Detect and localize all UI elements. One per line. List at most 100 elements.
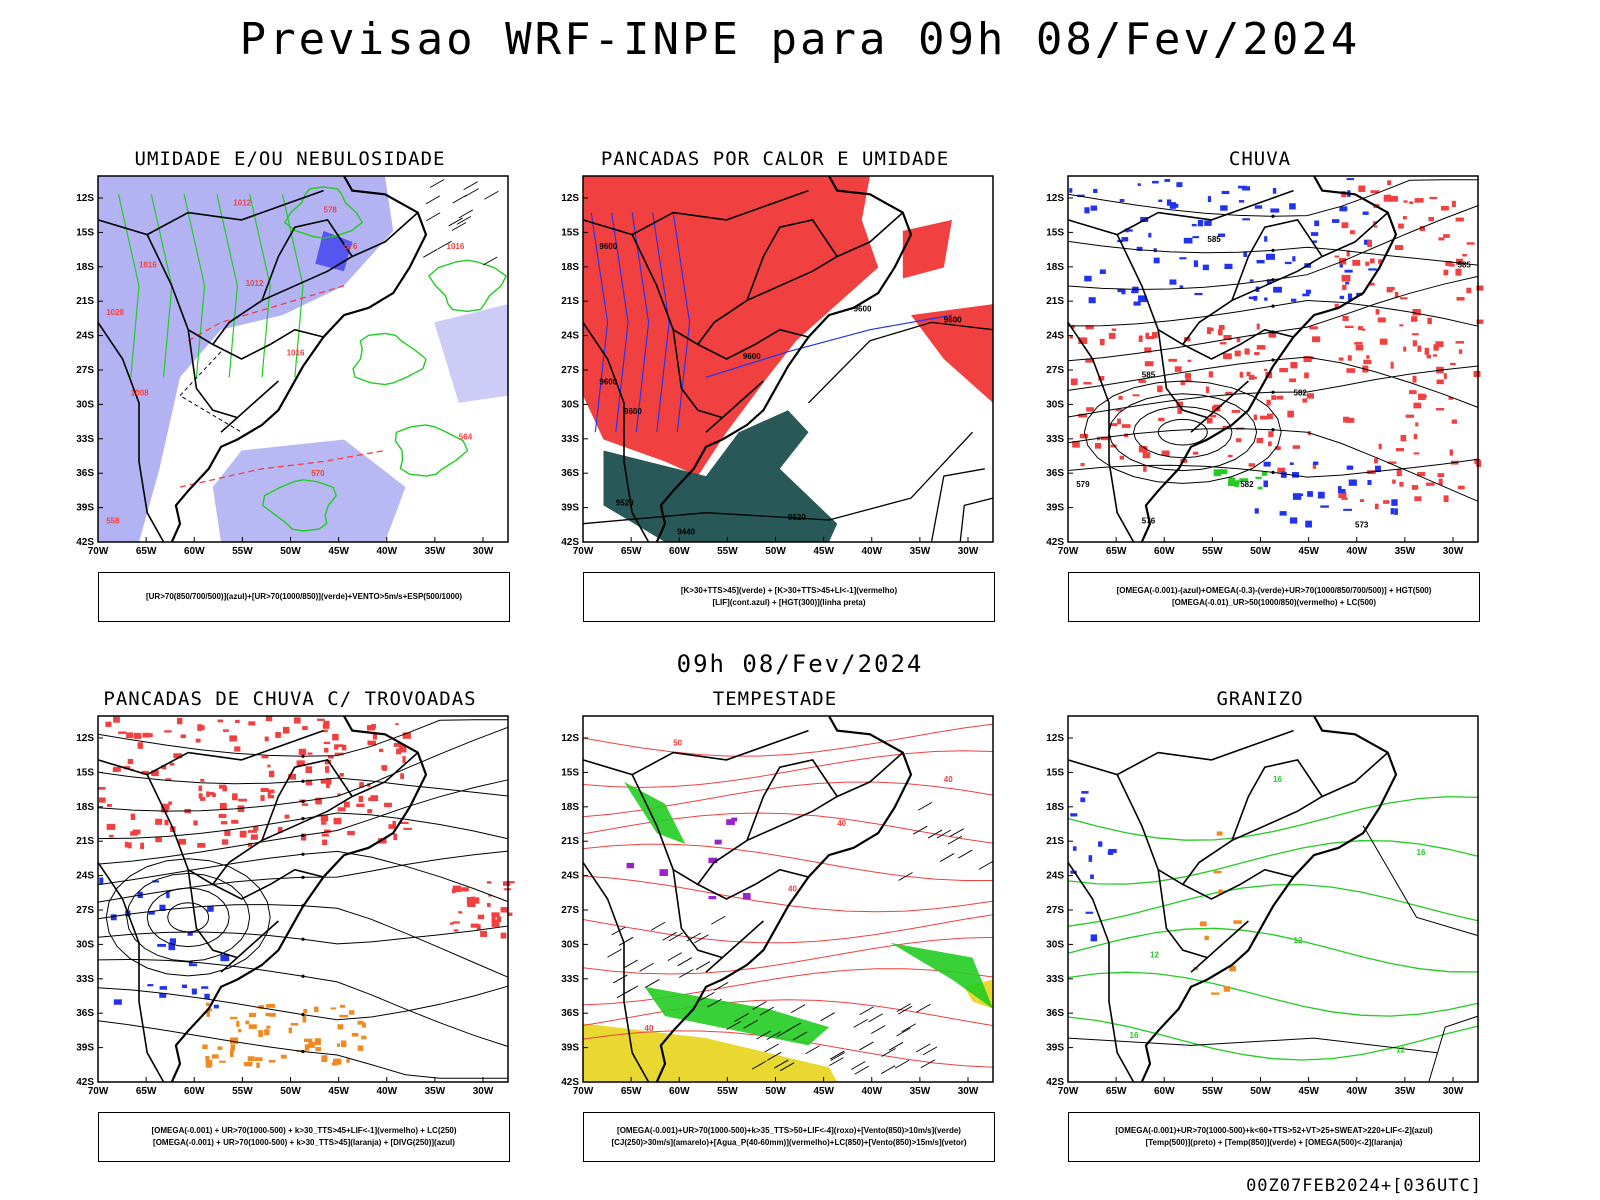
lat-tick-label: 12S: [1046, 193, 1064, 204]
rain-area: [1206, 327, 1212, 335]
rain-area: [1119, 455, 1124, 460]
thunder-area: [151, 770, 159, 777]
contour-label: 576: [344, 242, 358, 251]
country-border: [1190, 417, 1208, 433]
instability-area: [331, 1062, 338, 1066]
instability-area: [314, 1006, 319, 1013]
instability-area: [349, 1010, 355, 1015]
thunder-area: [500, 907, 509, 913]
rain-area: [1248, 374, 1255, 380]
map-tempestade: 50 40 40 40 40 12S 15S 18S 21S 24S 27S 30S 33S 36S 39S…: [561, 715, 994, 1097]
rain-area: [1085, 325, 1094, 330]
storm-area: [708, 896, 717, 900]
thunder-area: [265, 716, 273, 722]
omega-area: [1099, 269, 1106, 275]
contour-label: 9600: [854, 304, 872, 313]
legend-chuva: [OMEGA(-0.001)-(azul)+OMEGA(-0.3)-(verde…: [1068, 572, 1480, 622]
contour-label: 9440: [677, 528, 695, 537]
hail-area: [1070, 813, 1078, 817]
instability-area: [280, 1054, 287, 1059]
rain-area: [1210, 327, 1214, 332]
thunder-area: [321, 833, 329, 837]
instability-area: [321, 1055, 328, 1062]
omega-area: [1248, 296, 1258, 300]
thunder-area: [359, 782, 364, 788]
rain-area: [1383, 500, 1390, 504]
wind-vector: [790, 1004, 806, 1014]
thunder-area: [197, 724, 203, 731]
storm-area: [659, 869, 668, 876]
humidity-contour: [394, 424, 469, 477]
lat-tick-label: 12S: [561, 193, 579, 204]
streamline-arrow: [301, 1049, 305, 1054]
lat-tick-label: 27S: [76, 905, 94, 916]
thunder-area: [452, 921, 460, 924]
country-border: [97, 189, 324, 236]
rain-area: [1386, 286, 1395, 291]
lat-tick-label: 15S: [76, 227, 94, 238]
country-border: [212, 868, 324, 900]
rain-area: [1246, 371, 1251, 377]
thunder-area: [480, 930, 488, 937]
thunder-area: [325, 766, 330, 773]
rain-area: [1342, 284, 1347, 291]
omega-area: [1088, 297, 1096, 304]
lon-tick-label: 45W: [813, 546, 834, 557]
lon-tick-label: 45W: [1298, 1086, 1319, 1097]
contour-label: 16: [1273, 775, 1282, 784]
wind-vector: [677, 957, 693, 967]
thickness-line: [187, 285, 345, 342]
panel-granizo: GRANIZO 16 16 12 12 16 12 12S 15S 18S 21S 24S 27S 30…: [1030, 688, 1510, 1162]
coastline: [170, 715, 428, 1083]
temp850-contour: [1067, 927, 1479, 973]
thunder-area: [371, 723, 376, 729]
wind-vector: [668, 932, 684, 942]
lat-tick-label: 39S: [1046, 1043, 1064, 1054]
wind-vector: [880, 1065, 896, 1075]
contour-label: 9600: [944, 315, 962, 324]
lon-tick-label: 30W: [473, 1086, 494, 1097]
wind-vector: [751, 1060, 767, 1070]
panel-title: UMIDADE E/OU NEBULOSIDADE: [134, 148, 446, 170]
rain-area: [1124, 433, 1129, 438]
instability-area: [245, 1020, 250, 1025]
rain-area: [1426, 354, 1431, 359]
lat-tick-label: 21S: [1046, 296, 1064, 307]
thunder-area: [347, 830, 355, 836]
rain-area: [1268, 441, 1272, 447]
thunder-area: [137, 742, 143, 749]
instability-area: [339, 1014, 349, 1018]
divergence-area: [201, 986, 209, 989]
panel-chuva: CHUVA 585 585 582 582 579 576 573 585 12S 15S 18S 2…: [1030, 148, 1510, 622]
wind-vector: [894, 1059, 910, 1069]
rain-area: [1177, 407, 1182, 414]
omega-area: [1090, 205, 1098, 211]
omega-area: [1307, 491, 1313, 497]
divergence-area: [166, 891, 170, 899]
lon-tick-label: 45W: [813, 1086, 834, 1097]
lat-tick-label: 15S: [76, 767, 94, 778]
storm-area: [731, 817, 738, 822]
humidity-contour: [283, 186, 364, 239]
lat-tick-label: 30S: [1046, 939, 1064, 950]
wind-vector: [939, 853, 955, 862]
wind-vector: [829, 1057, 844, 1066]
rain-area: [1443, 234, 1450, 238]
omega-area: [1193, 260, 1199, 267]
storm-area: [742, 893, 751, 900]
thunder-area: [317, 718, 325, 721]
rain-area: [1187, 359, 1192, 363]
thunder-area: [193, 820, 198, 826]
humidity-area-upper: [98, 176, 394, 542]
instability-area: [219, 1060, 226, 1063]
omega-area: [1264, 236, 1268, 242]
rain-area: [1185, 378, 1192, 383]
lat-tick-label: 18S: [561, 802, 579, 813]
thunder-area: [277, 826, 283, 834]
thunder-area: [300, 833, 307, 841]
thunder-area: [142, 732, 151, 738]
omega-area: [1266, 279, 1272, 285]
thunder-area: [476, 924, 481, 930]
rain-area: [1443, 495, 1449, 503]
humidity-contour: [216, 194, 239, 378]
